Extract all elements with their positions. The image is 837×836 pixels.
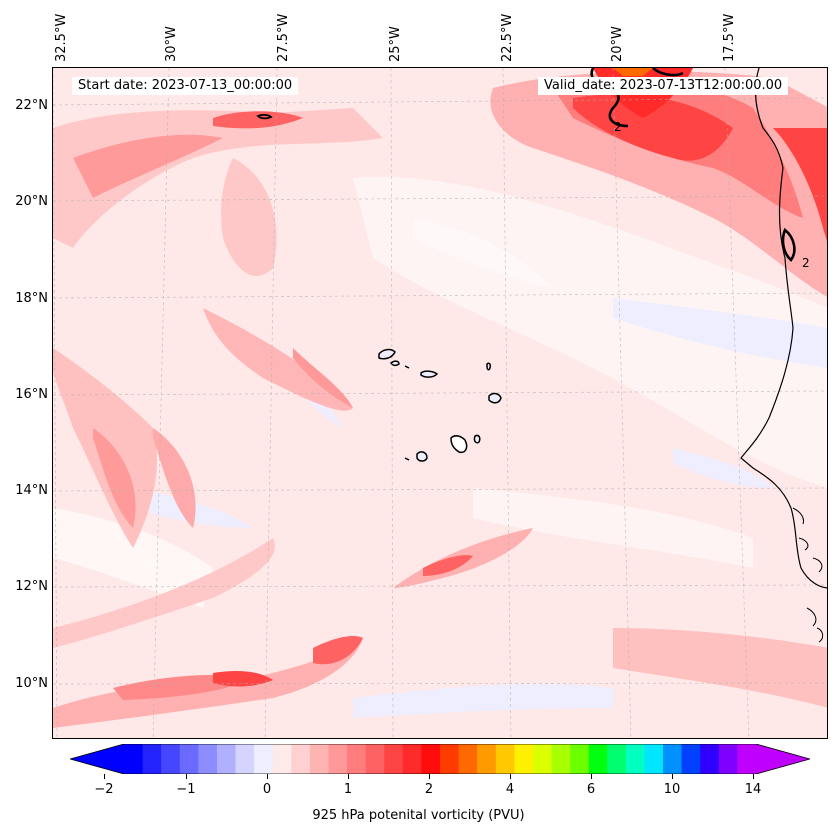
colorbar-bin — [291, 744, 311, 774]
colorbar-bin — [495, 744, 515, 774]
colorbar-tick: 14 — [744, 782, 762, 797]
colorbar-bin — [700, 744, 720, 774]
colorbar-bin — [384, 744, 404, 774]
colorbar-tick: 10 — [663, 782, 681, 797]
colorbar-tick: −1 — [176, 782, 196, 797]
lon-label: 30°W — [164, 26, 179, 62]
colorbar — [70, 744, 810, 774]
colorbar-bin — [440, 744, 460, 774]
colorbar-tick: 1 — [343, 782, 353, 797]
colorbar-tick: 2 — [424, 782, 434, 797]
lon-label: 25°W — [388, 26, 403, 62]
lat-label: 20°N — [15, 194, 48, 209]
colorbar-bin — [309, 744, 329, 774]
lat-label: 22°N — [15, 98, 48, 113]
colorbar-bin — [198, 744, 218, 774]
colorbar-bin — [179, 744, 199, 774]
colorbar-bin — [532, 744, 553, 774]
colorbar-bin — [737, 744, 757, 774]
colorbar-bin — [161, 744, 181, 774]
start-date-label: Start date: 2023-07-13_00:00:00 — [72, 77, 299, 95]
colorbar-bin — [681, 744, 701, 774]
colorbar-bin — [477, 744, 497, 774]
lat-label: 18°N — [15, 291, 48, 306]
pv-map: 2 2 — [52, 67, 828, 739]
colorbar-bin — [254, 744, 274, 774]
lon-label: 27.5°W — [276, 13, 291, 62]
colorbar-tick: 4 — [505, 782, 515, 797]
lat-label: 16°N — [15, 387, 48, 402]
colorbar-bin — [551, 744, 571, 774]
colorbar-bin — [216, 744, 237, 774]
lat-label: 12°N — [15, 579, 48, 594]
lon-label: 22.5°W — [500, 13, 515, 62]
colorbar-tick: −2 — [94, 782, 114, 797]
colorbar-extend-low — [70, 744, 124, 774]
colorbar-extend-high — [756, 744, 810, 774]
colorbar-bin — [607, 744, 627, 774]
lon-label: 32.5°W — [54, 13, 69, 62]
valid-date-label: Valid_date: 2023-07-13T12:00:00.00 — [538, 77, 789, 95]
lat-label: 14°N — [15, 483, 48, 498]
colorbar-bin — [142, 744, 162, 774]
colorbar-bin — [328, 744, 348, 774]
lon-label: 17.5°W — [722, 13, 737, 62]
colorbar-bin — [124, 744, 144, 774]
lat-label: 10°N — [15, 676, 48, 691]
colorbar-bin — [365, 744, 385, 774]
colorbar-tick: 6 — [586, 782, 596, 797]
colorbar-label: 925 hPa potenital vorticity (PVU) — [312, 808, 525, 823]
contour-label: 2 — [614, 120, 622, 134]
colorbar-tick: 0 — [262, 782, 272, 797]
pv-field — [53, 68, 827, 738]
colorbar-bin — [235, 744, 255, 774]
colorbar-bin — [347, 744, 367, 774]
colorbar-bin — [588, 744, 608, 774]
colorbar-bin — [402, 744, 422, 774]
lon-label: 20°W — [610, 26, 625, 62]
colorbar-bin — [272, 744, 292, 774]
contour-label: 2 — [802, 256, 810, 270]
colorbar-bin — [421, 744, 441, 774]
colorbar-bin — [570, 744, 590, 774]
colorbar-bin — [625, 744, 645, 774]
colorbar-bin — [514, 744, 534, 774]
africa-coastline — [740, 68, 827, 589]
cape-verde-islands — [378, 348, 502, 462]
colorbar-bin — [663, 744, 683, 774]
colorbar-bin — [458, 744, 478, 774]
colorbar-bin — [644, 744, 664, 774]
colorbar-bin — [718, 744, 738, 774]
